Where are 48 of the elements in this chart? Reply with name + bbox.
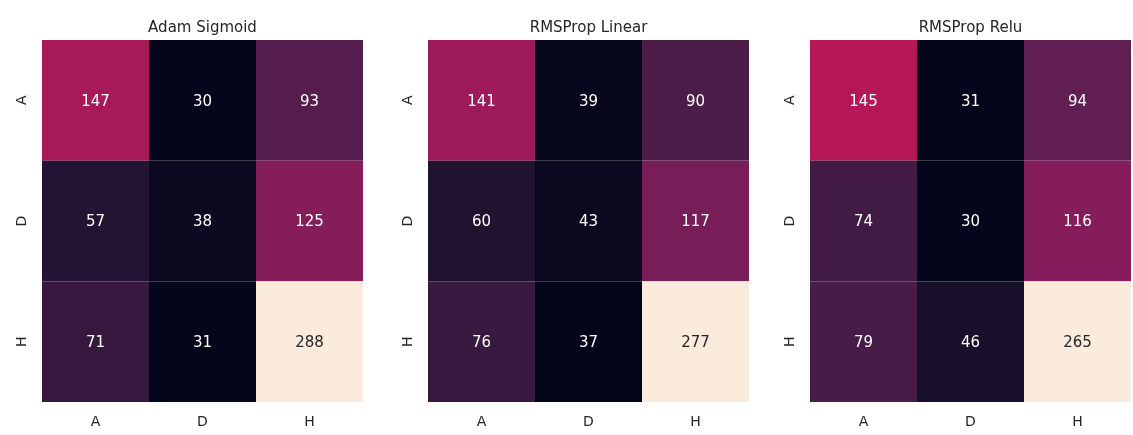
x-tick-label: D <box>583 413 594 429</box>
data-label: 60 <box>471 212 492 231</box>
data-label: 265 <box>1063 332 1092 351</box>
y-tick-label: D <box>399 215 415 227</box>
data-label: 37 <box>578 332 599 351</box>
x-tick-label: A <box>476 413 487 429</box>
data-label: 76 <box>471 332 492 351</box>
chart-title: RMSProp Linear <box>529 18 649 36</box>
data-label: 116 <box>1063 212 1092 231</box>
data-label: 277 <box>681 332 710 351</box>
data-label: 43 <box>578 212 599 231</box>
data-label: 57 <box>85 212 106 231</box>
chart-title: Adam Sigmoid <box>148 18 257 36</box>
data-label: 71 <box>85 332 106 351</box>
x-tick-label: D <box>197 413 208 429</box>
y-tick-label: D <box>781 215 797 227</box>
data-label: 46 <box>960 332 981 351</box>
data-label: 30 <box>192 91 213 110</box>
data-label: 93 <box>299 91 320 110</box>
data-label: 145 <box>849 91 878 110</box>
x-tick-label: H <box>690 413 701 429</box>
y-tick-label: A <box>781 95 797 106</box>
x-tick-label: H <box>304 413 315 429</box>
x-tick-label: A <box>90 413 101 429</box>
y-tick-label: H <box>13 336 29 347</box>
data-label: 141 <box>467 91 496 110</box>
y-tick-label: A <box>13 95 29 106</box>
x-tick-label: H <box>1072 413 1083 429</box>
y-tick-label: H <box>781 336 797 347</box>
x-tick-label: D <box>965 413 976 429</box>
data-label: 30 <box>960 212 981 231</box>
data-label: 125 <box>295 212 324 231</box>
data-label: 117 <box>681 212 710 231</box>
data-label: 147 <box>81 91 110 110</box>
y-tick-label: D <box>13 215 29 227</box>
data-label: 38 <box>192 212 213 231</box>
data-label: 94 <box>1067 91 1088 110</box>
data-label: 288 <box>295 332 324 351</box>
data-label: 39 <box>578 91 599 110</box>
data-label: 74 <box>853 212 874 231</box>
y-tick-label: A <box>399 95 415 106</box>
data-label: 79 <box>853 332 874 351</box>
data-label: 90 <box>685 91 706 110</box>
x-tick-label: A <box>858 413 869 429</box>
y-tick-label: H <box>399 336 415 347</box>
data-label: 31 <box>960 91 981 110</box>
data-label: 31 <box>192 332 213 351</box>
text: RMSProp Relu <box>918 18 1023 36</box>
